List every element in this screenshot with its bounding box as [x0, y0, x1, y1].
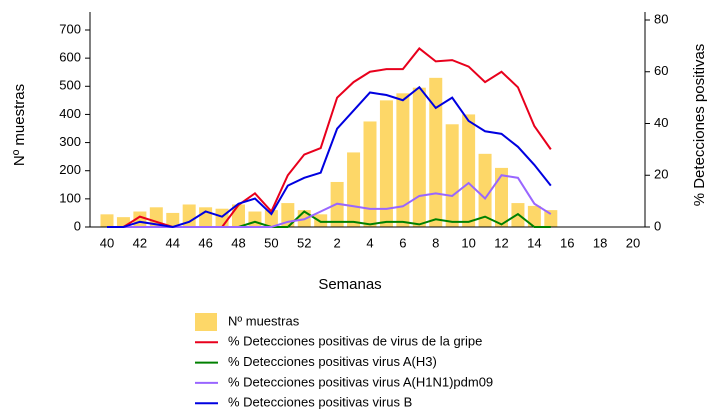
y-tick-label: 500 [59, 78, 81, 93]
bar [347, 152, 361, 227]
x-tick-label: 40 [100, 235, 114, 250]
y-tick-label: 0 [74, 218, 81, 233]
bar [116, 217, 130, 227]
bar [445, 124, 459, 227]
x-tick-label: 20 [626, 235, 640, 250]
x-tick-label: 12 [494, 235, 508, 250]
bar [544, 210, 558, 227]
bar [182, 204, 196, 227]
bar [166, 212, 180, 227]
y2-axis-title: % Detecciones positivas [691, 44, 708, 207]
bar [248, 211, 262, 227]
line [107, 85, 552, 229]
legend-label: % Detecciones positivas virus A(H3) [228, 354, 437, 369]
x-tick-label: 4 [366, 235, 373, 250]
x-tick-label: 8 [432, 235, 439, 250]
x-tick-label: 42 [133, 235, 147, 250]
legend-label: % Detecciones positivas de virus de la g… [228, 334, 482, 349]
y2-tick-label: 40 [654, 115, 668, 130]
bar [429, 77, 443, 227]
y2-tick-label: 20 [654, 167, 668, 182]
y2-tick-label: 60 [654, 63, 668, 78]
x-tick-label: 18 [593, 235, 607, 250]
bar [379, 100, 393, 227]
x-tick-label: 6 [399, 235, 406, 250]
bar [462, 114, 476, 227]
bar [100, 214, 114, 227]
x-tick-label: 44 [166, 235, 180, 250]
y-tick-label: 400 [59, 106, 81, 121]
x-tick-label: 50 [264, 235, 278, 250]
bar [215, 208, 229, 227]
legend-label: Nº muestras [228, 313, 300, 328]
y2-tick-label: 80 [654, 11, 668, 26]
y-tick-label: 600 [59, 50, 81, 65]
bar [396, 93, 410, 227]
y-tick-label: 100 [59, 190, 81, 205]
line [107, 174, 552, 228]
x-tick-label: 52 [297, 235, 311, 250]
bar [478, 153, 492, 227]
y-tick-label: 700 [59, 21, 81, 36]
y-tick-label: 300 [59, 134, 81, 149]
y2-tick-label: 0 [654, 218, 661, 233]
legend-swatch [195, 313, 217, 331]
legend-label: % Detecciones positivas virus A(H1N1)pdm… [228, 374, 493, 389]
legend-label: % Detecciones positivas virus B [228, 395, 412, 410]
bar [199, 207, 213, 227]
bar [527, 205, 541, 227]
x-tick-label: 16 [560, 235, 574, 250]
x-tick-label: 46 [198, 235, 212, 250]
bar [264, 210, 278, 227]
x-tick-label: 2 [334, 235, 341, 250]
bar [412, 87, 426, 227]
x-tick-label: 10 [461, 235, 475, 250]
x-axis-title: Semanas [318, 276, 381, 293]
y-tick-label: 200 [59, 162, 81, 177]
bar [495, 167, 508, 227]
y-axis-title: Nº muestras [11, 84, 28, 166]
bar [363, 121, 377, 227]
x-tick-label: 14 [527, 235, 541, 250]
x-tick-label: 48 [231, 235, 245, 250]
